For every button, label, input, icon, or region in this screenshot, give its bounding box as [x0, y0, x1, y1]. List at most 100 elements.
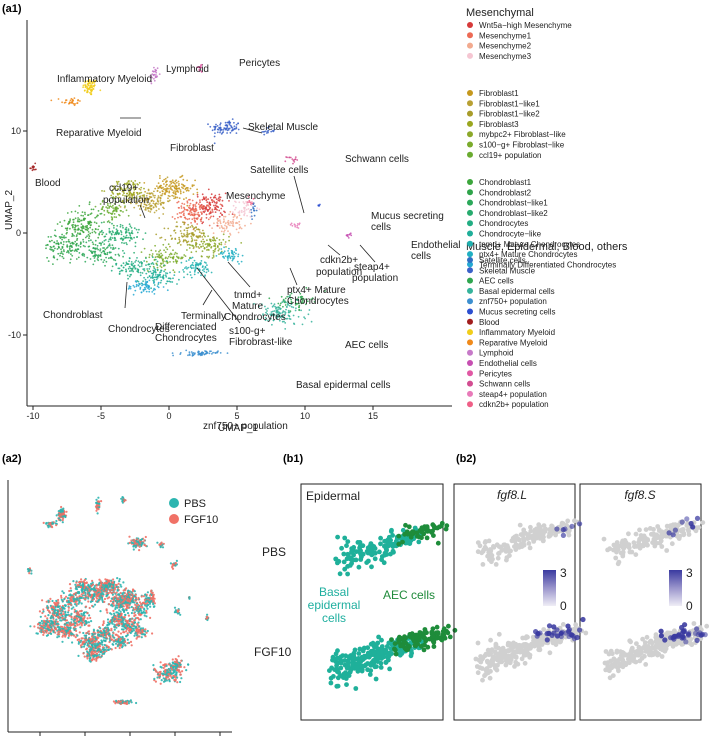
annotation: Blood [35, 178, 61, 189]
cell-point [224, 243, 227, 246]
cell-point [136, 607, 139, 611]
condition-overlay-plot: PBS FGF10 [7, 480, 232, 736]
cell-point [213, 135, 216, 138]
cell-point [164, 274, 167, 277]
cell-point [188, 247, 191, 249]
cell-point [115, 232, 117, 235]
cell-point [126, 243, 128, 246]
cell-point [108, 603, 111, 606]
cell-point [211, 257, 214, 259]
cell-point [178, 278, 180, 281]
cell-point [125, 200, 128, 203]
legend-label: Lymphoid [479, 349, 513, 358]
cell-point [150, 80, 153, 83]
cell-point [139, 271, 142, 274]
cell-point [62, 241, 65, 243]
cell-point [163, 227, 166, 230]
cell-point [285, 156, 287, 158]
cell-point [133, 251, 136, 254]
cell-point [149, 202, 151, 205]
cell-point [203, 241, 205, 243]
cell-point [228, 127, 231, 130]
cell-point [113, 197, 116, 200]
cell-point [75, 581, 78, 584]
cell-point [200, 274, 202, 277]
cell-point [150, 597, 153, 600]
cell-point [272, 130, 275, 133]
cell-point [200, 66, 203, 69]
cell-point [73, 628, 76, 632]
cell-point [189, 210, 191, 213]
cell-point [231, 259, 234, 262]
cell-point [148, 275, 151, 277]
cell-point [114, 633, 117, 636]
cell-point [203, 353, 206, 356]
cell-point [73, 97, 76, 99]
cell-point [61, 233, 63, 236]
cell-point [171, 179, 174, 182]
cell-point [112, 196, 115, 199]
cell-point [130, 226, 133, 229]
cell-point [150, 600, 153, 603]
cell-point [193, 267, 195, 269]
cell-point [164, 238, 167, 241]
cell-point [50, 525, 53, 528]
cell-point [42, 610, 45, 613]
cell-point [89, 616, 92, 620]
cell-point [191, 233, 194, 236]
cell-point [161, 258, 164, 261]
cell-point [204, 350, 206, 352]
cell-point [127, 214, 130, 217]
cell-point [237, 128, 240, 131]
cell-point [47, 260, 50, 262]
cell-point [101, 200, 104, 203]
cell-point [154, 258, 157, 261]
cell-point [163, 249, 166, 252]
cell-point [129, 285, 132, 288]
cell-point [145, 204, 148, 207]
cell-point [200, 260, 203, 262]
cell-point [81, 230, 84, 233]
cell-point [57, 242, 60, 245]
cell-point [188, 354, 191, 356]
cell-point [112, 258, 115, 261]
cell-point [71, 100, 74, 103]
cell-point [196, 213, 199, 216]
cell-point [146, 268, 149, 270]
cell-point [195, 239, 198, 242]
cell-point [240, 242, 243, 244]
cell-point [105, 260, 108, 263]
cell-point [198, 231, 201, 234]
cell-point [229, 232, 231, 235]
cell-point [126, 638, 129, 641]
cell-point [79, 621, 82, 625]
cell-point [113, 615, 116, 618]
cell-point [214, 132, 216, 135]
overlay-points [26, 496, 210, 706]
cell-point [80, 602, 83, 605]
cell-point [150, 249, 153, 252]
cell-point [177, 200, 180, 203]
cell-point [165, 183, 168, 186]
cell-point [77, 256, 80, 259]
cell-point [198, 268, 201, 271]
cell-point [238, 263, 240, 265]
cell-point [284, 297, 287, 300]
cell-point [211, 201, 214, 204]
cell-point [108, 620, 112, 623]
cell-point [156, 190, 159, 193]
cell-point [188, 204, 191, 207]
y-axis-label: UMAP_2 [4, 190, 15, 230]
cell-point [91, 597, 94, 600]
cell-point [171, 237, 174, 240]
cell-point [110, 269, 113, 272]
cell-point [149, 270, 152, 273]
cell-point [289, 296, 292, 299]
cell-point [133, 188, 136, 191]
cell-point [126, 612, 130, 615]
cell-point [130, 180, 133, 183]
cell-point [134, 267, 137, 270]
cell-point [52, 263, 54, 265]
cell-point [198, 206, 201, 209]
